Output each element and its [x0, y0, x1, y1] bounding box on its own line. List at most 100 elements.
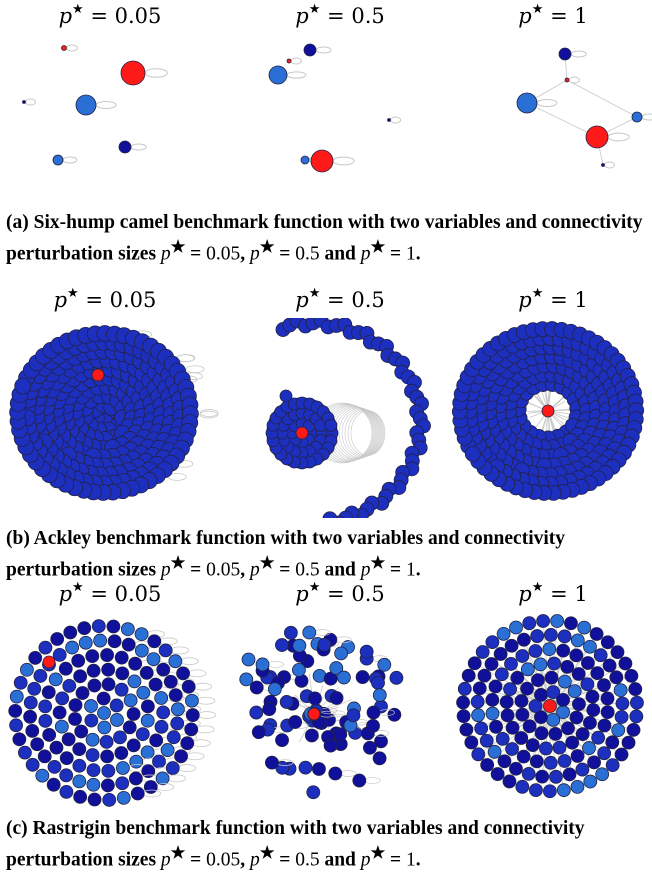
c2-node-7: [374, 734, 388, 749]
c3-node-97: [521, 767, 536, 781]
c2-node-41: [355, 670, 370, 684]
network-graph-a: [22, 43, 652, 173]
c3-node-36: [586, 703, 601, 717]
c1-node-12: [68, 698, 83, 713]
c1-node-4: [84, 699, 98, 713]
c3-node-49: [504, 657, 518, 671]
c1-node-128: [59, 784, 74, 799]
a2-node-5-loop: [332, 156, 355, 166]
a2-node-4: [300, 155, 310, 165]
c3-node-127: [595, 767, 610, 782]
c1-node-37: [126, 738, 141, 753]
network-graph-c: [8, 614, 644, 807]
a2-node-2-loop: [286, 71, 307, 79]
c3-node-131: [542, 784, 557, 799]
c3-node-19: [569, 710, 584, 725]
c3-node-104: [461, 668, 476, 683]
c1-node-95: [47, 760, 62, 774]
c2-node-84: [292, 638, 307, 653]
c1-node-89: [128, 771, 143, 786]
c1-node-75: [93, 633, 108, 648]
c1-node-114: [181, 679, 196, 694]
c3-node-92: [587, 755, 601, 770]
c3-node-12: [514, 694, 529, 708]
c1-node-56: [156, 705, 171, 720]
c3-node-18: [572, 697, 586, 712]
c2-node-5: [241, 652, 256, 667]
c1-node-9: [85, 732, 100, 747]
c3-node-9: [534, 726, 549, 741]
c3-node-81: [570, 633, 585, 648]
c1-node-81: [163, 674, 178, 689]
b1-loop-0: [199, 409, 219, 417]
c3-node-117: [610, 645, 625, 660]
b2-node-extra: [279, 389, 293, 403]
c1-node-77: [121, 637, 136, 652]
a3-edge-3: [526, 102, 598, 138]
c3-node-62: [582, 741, 596, 755]
c1-node-124: [116, 790, 131, 805]
c1-node-50: [100, 648, 114, 662]
c1-node-92: [86, 777, 101, 792]
c3-node-134: [502, 774, 517, 789]
c1-node-74: [78, 635, 93, 650]
c1-node-57: [154, 719, 169, 734]
a1-node-1: [120, 60, 146, 86]
a3-node-4-loop: [607, 132, 630, 142]
c3-node-59: [600, 705, 615, 720]
c3-node-34: [580, 677, 595, 692]
c3-node-88: [614, 710, 629, 724]
c3-node-77: [517, 632, 531, 647]
c2-node-78: [288, 715, 303, 729]
c3-node-28: [510, 670, 525, 685]
c3-node-95: [549, 769, 563, 784]
a3-node-5: [601, 163, 605, 167]
c3-node-24: [505, 720, 520, 735]
b1-loop-49: [176, 354, 196, 362]
c1-node-66: [25, 723, 40, 738]
c1-node-53: [139, 665, 154, 680]
c1-node-6: [109, 698, 124, 713]
c3-node-96: [535, 769, 550, 784]
a3-node-0: [558, 47, 572, 61]
c1-node-86: [160, 743, 175, 757]
c3-node-128: [583, 774, 598, 789]
c3-node-135: [490, 767, 505, 781]
a1-node-4: [118, 140, 132, 154]
a3-node-0-loop: [570, 50, 587, 58]
c1-node-99: [13, 675, 28, 690]
c1-node-97: [8, 704, 23, 718]
c3-node-133: [515, 779, 530, 794]
c3-node-87: [615, 696, 630, 711]
panel-c: p★ = 0.05 p★ = 0.5 p★ = 1 (c) Rastrigin …: [0, 580, 652, 877]
c1-node-105: [77, 621, 92, 636]
c2-node-27: [262, 702, 277, 717]
b2-loop-10: [341, 408, 383, 458]
c2-loop-71: [363, 777, 381, 784]
c2-node-68: [308, 691, 322, 706]
c1-node-117: [184, 722, 199, 737]
c3-node-63: [570, 749, 585, 763]
subtitle-a-1: p★ = 0.05: [58, 2, 162, 28]
c1-node-123: [130, 786, 145, 801]
c3-node-56: [590, 666, 605, 681]
c2-node-57: [249, 705, 264, 720]
c3-node-64: [557, 754, 572, 768]
c3-node-93: [575, 762, 590, 777]
caption-b: (b) Ackley benchmark function with two v…: [6, 528, 566, 581]
a3-node-3: [631, 111, 643, 123]
c3-node-121: [630, 695, 644, 710]
c3-node-3: [528, 699, 543, 713]
a3-edge-2: [566, 79, 638, 118]
c2-node-71: [352, 773, 367, 788]
c3-node-20: [552, 740, 567, 755]
c2-node-83: [265, 755, 279, 770]
c1-node-60: [129, 754, 144, 769]
c3-node-83: [593, 648, 608, 663]
c3-node-76: [504, 638, 519, 653]
c1-node-35: [140, 713, 155, 728]
c3-node-100: [459, 722, 474, 737]
c1-node-5: [96, 691, 111, 706]
c3-node-39: [565, 735, 580, 750]
c1-node-22: [72, 742, 87, 757]
